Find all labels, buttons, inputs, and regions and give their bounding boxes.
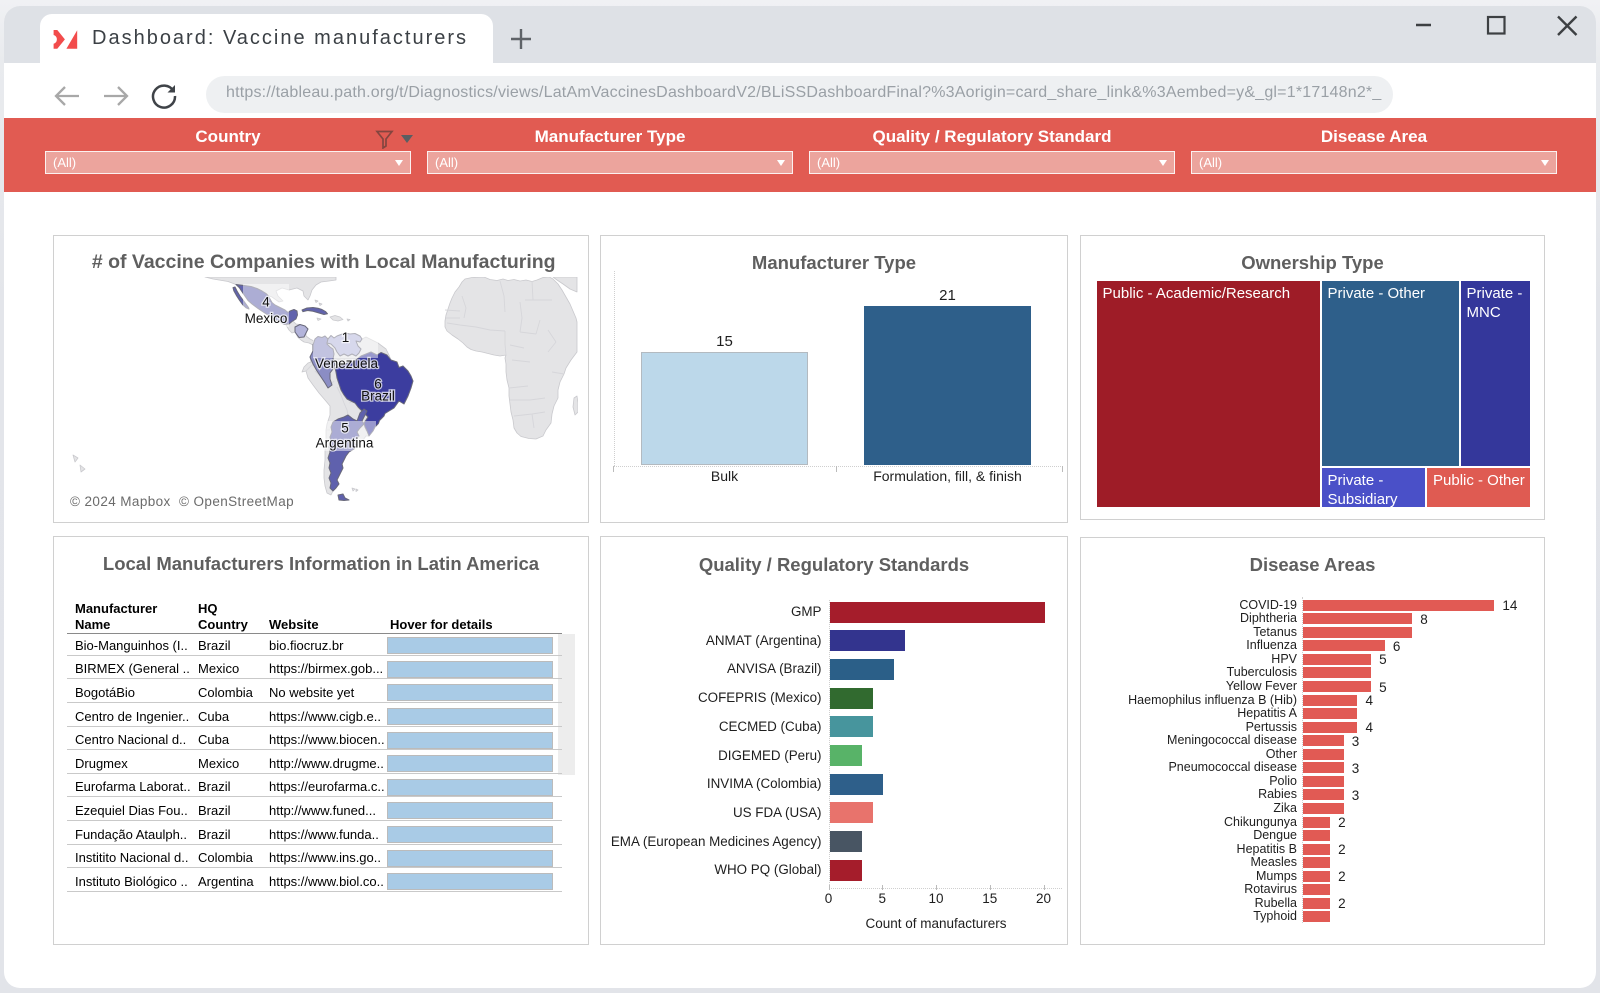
svg-text:4: 4	[262, 295, 270, 310]
svg-text:Argentina: Argentina	[316, 436, 374, 451]
svg-text:Mexico: Mexico	[245, 311, 288, 326]
svg-text:© 2024 Mapbox © OpenStreetMap: © 2024 Mapbox © OpenStreetMap	[70, 494, 294, 509]
svg-text:Brazil: Brazil	[361, 389, 395, 404]
svg-text:6: 6	[374, 377, 382, 392]
svg-text:5: 5	[341, 421, 349, 436]
svg-text:1: 1	[342, 330, 350, 345]
svg-text:Venezuela: Venezuela	[315, 356, 379, 371]
